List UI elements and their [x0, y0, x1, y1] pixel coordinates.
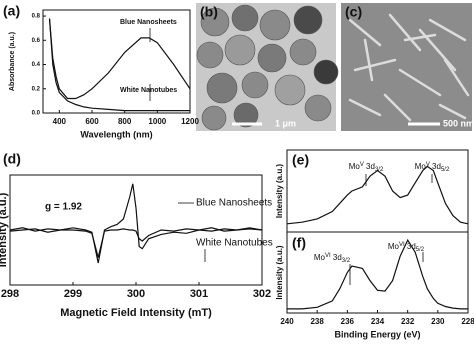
panel-label: (a) — [3, 3, 20, 19]
y-tick-label: 0.0 — [32, 111, 41, 117]
plot-frame — [9, 174, 263, 286]
x-tick-label: 1000 — [148, 117, 166, 126]
x-tick-label: 240 — [280, 317, 294, 326]
annotation-sup: V — [426, 162, 430, 168]
tem-image — [196, 3, 339, 131]
y-axis-label: Intensity (a.u.) — [275, 164, 284, 219]
panel-label: (d) — [3, 151, 21, 167]
panel-label: (f) — [292, 235, 306, 251]
data-line — [9, 183, 263, 264]
x-tick-label: 238 — [310, 317, 324, 326]
annotation-part: Mo — [314, 253, 326, 262]
x-tick-label: 299 — [64, 288, 82, 300]
annotation: MoVI 3d3/2 — [314, 253, 351, 264]
annotation-part: 3d — [430, 162, 441, 171]
x-tick-label: 232 — [401, 317, 415, 326]
x-tick-label: 236 — [341, 317, 355, 326]
scale-bar-label: 500 nm — [443, 118, 474, 128]
y-tick-label: 0.4 — [32, 62, 41, 68]
annotation-part: Mo — [415, 162, 427, 171]
x-tick-label: 400 — [53, 117, 67, 126]
annotation-sub: 5/2 — [416, 247, 425, 253]
x-tick-label: 800 — [118, 117, 132, 126]
data-line — [48, 18, 191, 100]
x-tick-label: 302 — [253, 288, 271, 300]
sem-image — [341, 3, 472, 131]
x-tick-label: 301 — [190, 288, 208, 300]
y-tick-label: 0.2 — [32, 86, 41, 92]
annotation-sup: VI — [325, 253, 331, 259]
annotation: g = 1.92 — [45, 202, 82, 213]
data-line — [48, 18, 190, 112]
data-line — [287, 238, 468, 310]
x-axis-label: Binding Energy (eV) — [334, 329, 420, 339]
annotation-part: Mo — [388, 242, 400, 251]
data-line — [9, 227, 263, 258]
y-tick-label: 0.8 — [32, 14, 41, 20]
annotation: MoV 3d3/2 — [349, 162, 384, 173]
annotation-part: 3d — [405, 242, 416, 251]
plot-frame — [286, 231, 469, 314]
panel-label: (e) — [292, 152, 309, 168]
x-tick-label: 228 — [461, 317, 474, 326]
series-label: White Nanotubes — [120, 87, 177, 94]
x-tick-label: 230 — [431, 317, 445, 326]
annotation-sup: V — [360, 162, 364, 168]
annotation-part: Mo — [349, 162, 361, 171]
y-tick-label: 0.6 — [32, 38, 41, 44]
x-tick-label: 300 — [127, 288, 145, 300]
y-axis-label: Intensity (a.u.) — [275, 245, 284, 300]
annotation-part: 3d — [331, 253, 342, 262]
data-line — [286, 165, 469, 225]
annotation: MoV 3d5/2 — [415, 162, 450, 173]
x-axis-label: Magnetic Field Intensity (mT) — [60, 307, 212, 319]
annotation-sub: 5/2 — [441, 167, 450, 173]
y-axis-label: Intensity (a.u.) — [0, 192, 9, 267]
x-tick-label: 1200 — [181, 117, 199, 126]
scale-bar-label: 1 μm — [275, 118, 296, 128]
x-axis-label: Wavelength (nm) — [80, 129, 152, 139]
series-label: Blue Nanosheets — [120, 19, 177, 26]
annotation-part: 3d — [364, 162, 375, 171]
panel-label: (c) — [345, 4, 362, 20]
annotation: MoVI 3d5/2 — [388, 242, 425, 253]
panel-label: (b) — [200, 4, 218, 20]
y-axis-label: Absorbance (a.u.) — [9, 32, 16, 91]
x-tick-label: 298 — [1, 288, 19, 300]
plot-frame — [42, 9, 191, 114]
x-tick-label: 600 — [85, 117, 99, 126]
series-label: White Nanotubes — [196, 238, 273, 249]
annotation-sub: 3/2 — [375, 167, 384, 173]
x-tick-label: 234 — [371, 317, 385, 326]
series-label: Blue Nanosheets — [196, 198, 272, 209]
annotation-sub: 3/2 — [342, 258, 351, 264]
annotation-sup: VI — [399, 242, 405, 248]
